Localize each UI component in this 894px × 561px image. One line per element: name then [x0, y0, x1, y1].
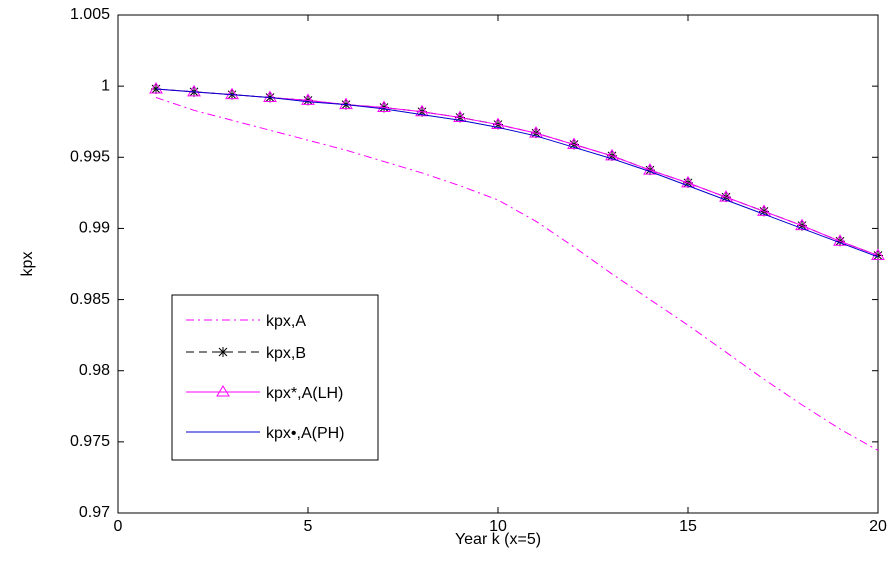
x-tick-label: 10: [489, 518, 507, 535]
legend-marker: [218, 347, 228, 357]
y-axis-label: kpx: [19, 252, 36, 277]
x-axis-label: Year k (x=5): [455, 531, 541, 548]
x-tick-label: 5: [304, 518, 313, 535]
y-tick-label: 0.975: [70, 433, 110, 450]
legend-marker: [216, 385, 230, 397]
legend-label: kpx,A: [266, 313, 306, 330]
marker: [149, 82, 163, 94]
marker: [339, 97, 353, 110]
y-tick-label: 1: [101, 77, 110, 94]
marker: [871, 248, 885, 260]
y-tick-label: 0.98: [79, 362, 110, 379]
marker: [643, 163, 657, 175]
marker: [225, 87, 239, 100]
marker: [795, 218, 809, 231]
marker: [719, 190, 733, 202]
y-tick-label: 0.97: [79, 504, 110, 521]
y-tick-label: 0.985: [70, 291, 110, 308]
marker: [453, 110, 467, 122]
y-tick-label: 0.99: [79, 220, 110, 237]
series-line: [155, 97, 879, 451]
marker: [491, 117, 505, 130]
marker: [187, 84, 201, 97]
series-line: [155, 88, 879, 258]
marker: [681, 175, 695, 188]
legend-label: kpx•,A(PH): [266, 425, 345, 442]
y-tick-label: 0.995: [70, 149, 110, 166]
marker: [833, 234, 847, 246]
marker: [263, 90, 277, 103]
x-tick-label: 0: [114, 518, 123, 535]
marker: [873, 250, 883, 261]
x-tick-label: 15: [679, 518, 697, 535]
marker: [415, 104, 429, 117]
x-tick-label: 20: [869, 518, 887, 535]
legend-label: kpx,B: [266, 345, 306, 362]
legend-label: kpx*,A(LH): [266, 385, 343, 402]
y-tick-label: 1.005: [70, 6, 110, 23]
marker: [301, 93, 315, 105]
marker: [605, 148, 619, 161]
marker: [567, 137, 581, 149]
marker: [757, 204, 771, 216]
marker: [377, 100, 391, 112]
marker: [529, 126, 543, 138]
